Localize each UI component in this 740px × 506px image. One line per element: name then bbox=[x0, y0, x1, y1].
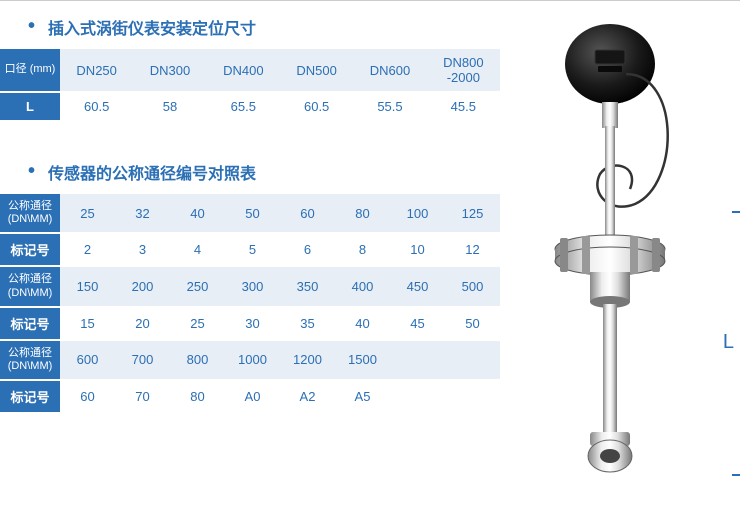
ref-cell: 125 bbox=[445, 194, 500, 233]
ref-cell: 5 bbox=[225, 233, 280, 266]
ref-cell bbox=[445, 340, 500, 380]
ref-cell: 4 bbox=[170, 233, 225, 266]
reference-table: 公称通径 (DN\MM) 25 32 40 50 60 80 100 125 标… bbox=[0, 194, 500, 414]
ref-nominal-row: 公称通径 (DN\MM) 600 700 800 1000 1200 1500 bbox=[0, 340, 500, 380]
mark-label: 标记号 bbox=[0, 307, 60, 340]
ref-cell: 8 bbox=[335, 233, 390, 266]
ref-cell: 35 bbox=[280, 307, 335, 340]
ref-cell: 60 bbox=[280, 194, 335, 233]
ref-cell: 50 bbox=[445, 307, 500, 340]
ref-cell: 800 bbox=[170, 340, 225, 380]
ref-cell: 20 bbox=[115, 307, 170, 340]
dim-cell: 45.5 bbox=[427, 92, 500, 121]
section1-title: 插入式涡街仪表安装定位尺寸 bbox=[0, 1, 500, 49]
ref-cell: 40 bbox=[170, 194, 225, 233]
dim-header-cell: DN400 bbox=[207, 49, 280, 92]
dim-header-cell: DN250 bbox=[60, 49, 133, 92]
ref-nominal-row: 公称通径 (DN\MM) 150 200 250 300 350 400 450… bbox=[0, 266, 500, 306]
dim-row-label: L bbox=[0, 92, 60, 121]
nominal-label: 公称通径 (DN\MM) bbox=[0, 194, 60, 233]
ref-cell: 700 bbox=[115, 340, 170, 380]
ref-cell: 15 bbox=[60, 307, 115, 340]
ref-cell: 2 bbox=[60, 233, 115, 266]
ref-cell: 25 bbox=[60, 194, 115, 233]
dim-header-cell: DN800 -2000 bbox=[427, 49, 500, 92]
dim-data-row: L 60.5 58 65.5 60.5 55.5 45.5 bbox=[0, 92, 500, 121]
section2-title: 传感器的公称通径编号对照表 bbox=[0, 146, 500, 194]
ref-cell: 200 bbox=[115, 266, 170, 306]
ref-cell: 12 bbox=[445, 233, 500, 266]
ref-cell: 400 bbox=[335, 266, 390, 306]
ref-cell: A2 bbox=[280, 380, 335, 413]
ref-cell: A5 bbox=[335, 380, 390, 413]
ref-cell: 32 bbox=[115, 194, 170, 233]
ref-cell: 450 bbox=[390, 266, 445, 306]
product-illustration bbox=[530, 14, 710, 494]
ref-cell bbox=[445, 380, 500, 413]
dim-header-row: 口径 (mm) DN250 DN300 DN400 DN500 DN600 DN… bbox=[0, 49, 500, 92]
dim-header-cell: DN500 bbox=[280, 49, 353, 92]
ref-nominal-row: 公称通径 (DN\MM) 25 32 40 50 60 80 100 125 bbox=[0, 194, 500, 233]
ref-cell: 1200 bbox=[280, 340, 335, 380]
nominal-label: 公称通径 (DN\MM) bbox=[0, 340, 60, 380]
ref-cell: 50 bbox=[225, 194, 280, 233]
mark-label: 标记号 bbox=[0, 233, 60, 266]
ref-cell bbox=[390, 380, 445, 413]
ref-cell: 350 bbox=[280, 266, 335, 306]
ref-cell: 250 bbox=[170, 266, 225, 306]
ref-mark-row: 标记号 15 20 25 30 35 40 45 50 bbox=[0, 307, 500, 340]
nominal-label: 公称通径 (DN\MM) bbox=[0, 266, 60, 306]
dim-cell: 60.5 bbox=[280, 92, 353, 121]
ref-cell: A0 bbox=[225, 380, 280, 413]
ref-cell: 10 bbox=[390, 233, 445, 266]
ref-cell: 30 bbox=[225, 307, 280, 340]
ref-cell: 3 bbox=[115, 233, 170, 266]
ref-cell: 300 bbox=[225, 266, 280, 306]
flowmeter-svg bbox=[530, 14, 710, 494]
ref-cell: 70 bbox=[115, 380, 170, 413]
ref-cell: 500 bbox=[445, 266, 500, 306]
dim-cell: 55.5 bbox=[353, 92, 426, 121]
ref-cell bbox=[390, 340, 445, 380]
ref-cell: 1500 bbox=[335, 340, 390, 380]
dim-header-cell: DN300 bbox=[133, 49, 206, 92]
dimension-label: L bbox=[723, 331, 734, 354]
ref-cell: 1000 bbox=[225, 340, 280, 380]
dim-header-cell: DN600 bbox=[353, 49, 426, 92]
dim-cell: 58 bbox=[133, 92, 206, 121]
ref-cell: 80 bbox=[170, 380, 225, 413]
mark-label: 标记号 bbox=[0, 380, 60, 413]
dim-cap-top bbox=[732, 211, 740, 213]
ref-cell: 45 bbox=[390, 307, 445, 340]
dim-cell: 65.5 bbox=[207, 92, 280, 121]
ref-cell: 60 bbox=[60, 380, 115, 413]
product-panel: L bbox=[500, 1, 740, 506]
ref-mark-row: 标记号 2 3 4 5 6 8 10 12 bbox=[0, 233, 500, 266]
tables-panel: 插入式涡街仪表安装定位尺寸 口径 (mm) DN250 DN300 DN400 … bbox=[0, 1, 500, 506]
dim-cap-bottom bbox=[732, 474, 740, 476]
ref-cell: 80 bbox=[335, 194, 390, 233]
ref-cell: 600 bbox=[60, 340, 115, 380]
dim-header-label: 口径 (mm) bbox=[0, 49, 60, 92]
ref-cell: 100 bbox=[390, 194, 445, 233]
ref-cell: 40 bbox=[335, 307, 390, 340]
dimension-table: 口径 (mm) DN250 DN300 DN400 DN500 DN600 DN… bbox=[0, 49, 500, 122]
ref-cell: 25 bbox=[170, 307, 225, 340]
ref-mark-row: 标记号 60 70 80 A0 A2 A5 bbox=[0, 380, 500, 413]
ref-cell: 6 bbox=[280, 233, 335, 266]
dim-cell: 60.5 bbox=[60, 92, 133, 121]
ref-cell: 150 bbox=[60, 266, 115, 306]
